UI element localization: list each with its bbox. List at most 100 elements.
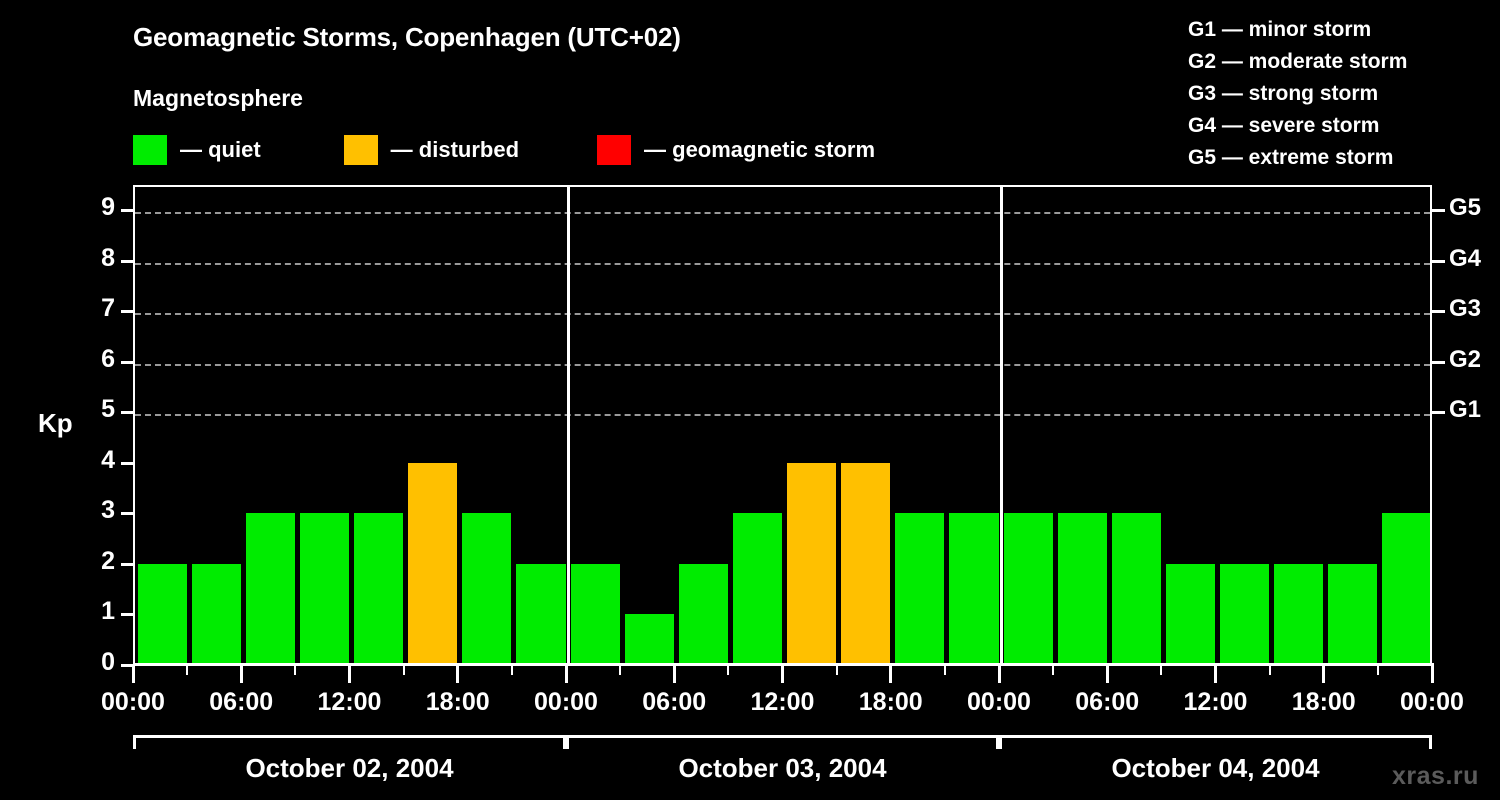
x-tick-minor-7: [510, 665, 513, 675]
g-tick-label-G3: G3: [1449, 295, 1482, 323]
x-tick-major-18: [1105, 665, 1109, 683]
bar: [624, 614, 674, 665]
y-tick-mark-3: [121, 512, 133, 516]
g-scale-legend: G1 — minor storm G2 — moderate storm G3 — …: [1169, 14, 1499, 174]
magnetosphere-legend: — quiet — disturbed — geomagnetic storm: [133, 133, 875, 167]
bar: [137, 563, 187, 665]
x-tick-label-10: 12:00: [1183, 688, 1248, 716]
day-label-3: October 04, 2004: [1111, 753, 1320, 783]
bar: [354, 513, 404, 665]
y-tick-mark-2: [121, 562, 133, 566]
legend-label-quiet: — quiet: [180, 137, 261, 162]
y-tick-mark-9: [121, 209, 133, 213]
gridline-kp-9: [135, 212, 1430, 215]
bar: [1111, 513, 1161, 665]
x-tick-minor-3: [294, 665, 297, 675]
x-tick-major-16: [997, 665, 1001, 683]
page-title: Geomagnetic Storms, Copenhagen (UTC+02): [133, 22, 681, 52]
bar: [895, 513, 945, 665]
x-tick-major-12: [781, 665, 784, 683]
y-tick-mark-0: [121, 664, 133, 667]
g-tick-mark-G1: [1432, 411, 1445, 415]
bar: [1328, 563, 1378, 665]
plot-inner: [135, 187, 1430, 665]
x-tick-minor-15: [943, 665, 946, 675]
bar: [1165, 563, 1215, 665]
bar: [408, 462, 458, 665]
g-legend-row-2: G2 — moderate storm: [1188, 50, 1408, 73]
y-tick-mark-5: [121, 411, 133, 415]
g-legend-row-1: G1 — minor storm: [1188, 18, 1372, 41]
legend-item-geomagnetic-storm: — geomagnetic storm: [597, 135, 875, 165]
x-tick-minor-19: [1160, 665, 1163, 675]
x-tick-label-11: 18:00: [1291, 688, 1356, 716]
g-tick-label-G2: G2: [1449, 345, 1482, 373]
bar: [570, 563, 620, 665]
bar: [516, 563, 566, 665]
y-tick-mark-4: [121, 461, 133, 465]
bar: [1382, 513, 1430, 665]
bar: [787, 462, 837, 665]
x-tick-minor-13: [835, 665, 838, 675]
x-tick-label-8: 00:00: [967, 688, 1031, 716]
x-tick-label-2: 12:00: [317, 688, 382, 716]
x-tick-label-3: 18:00: [425, 688, 490, 716]
legend-item-disturbed: — disturbed: [343, 135, 520, 165]
y-tick-label-4: 4: [101, 445, 115, 474]
y-tick-label-5: 5: [101, 395, 115, 424]
y-axis-title: Kp: [38, 408, 73, 438]
g-legend-row-3: G3 — strong storm: [1188, 82, 1379, 105]
bar: [732, 513, 782, 665]
day-bracket-2: [566, 735, 999, 749]
y-tick-label-3: 3: [101, 496, 115, 525]
bar: [245, 513, 295, 665]
x-tick-major-6: [456, 665, 460, 683]
x-tick-label-9: 06:00: [1075, 688, 1140, 716]
y-tick-label-2: 2: [101, 546, 115, 575]
y-tick-label-9: 9: [101, 193, 115, 222]
gridline-kp-5: [135, 414, 1430, 417]
g-tick-label-G1: G1: [1449, 396, 1482, 424]
legend-label-geomagnetic-storm: — geomagnetic storm: [644, 137, 876, 162]
x-tick-major-8: [564, 665, 568, 683]
x-tick-minor-21: [1268, 665, 1271, 675]
bar: [462, 513, 512, 665]
x-tick-major-2: [239, 665, 243, 683]
y-tick-mark-1: [121, 613, 133, 617]
x-tick-label-6: 12:00: [750, 688, 815, 716]
x-tick-label-7: 18:00: [858, 688, 923, 716]
x-tick-major-10: [672, 665, 676, 683]
x-tick-label-12: 00:00: [1400, 688, 1464, 716]
y-tick-mark-7: [121, 310, 133, 314]
x-tick-label-0: 00:00: [101, 688, 165, 716]
y-tick-label-0: 0: [101, 648, 115, 676]
bar: [1220, 563, 1270, 665]
day-separator-2: [999, 187, 1003, 665]
legend-item-quiet: — quiet: [133, 135, 261, 165]
x-tick-minor-5: [402, 665, 405, 675]
x-tick-minor-9: [619, 665, 622, 675]
x-tick-major-4: [348, 665, 351, 683]
legend-swatch-quiet: [133, 135, 167, 165]
x-tick-label-4: 00:00: [534, 688, 598, 716]
x-tick-label-1: 06:00: [209, 688, 274, 716]
bar: [299, 513, 349, 665]
legend-swatch-geomagnetic-storm: [597, 135, 632, 165]
gridline-kp-7: [135, 313, 1430, 316]
day-label-1: October 02, 2004: [245, 753, 454, 783]
gridline-kp-6: [135, 363, 1430, 366]
g-tick-mark-G3: [1432, 310, 1445, 314]
g-legend-row-4: G4 — severe storm: [1188, 114, 1380, 137]
gridline-kp-8: [135, 262, 1430, 265]
x-axis-baseline: [133, 663, 1434, 666]
y-tick-label-8: 8: [101, 243, 115, 272]
day-label-2: October 03, 2004: [678, 753, 887, 783]
y-tick-label-7: 7: [101, 294, 115, 323]
x-tick-major-22: [1322, 665, 1326, 683]
legend-label-disturbed: — disturbed: [390, 137, 520, 162]
bar: [191, 563, 241, 665]
g-tick-label-G4: G4: [1449, 244, 1482, 272]
x-tick-minor-23: [1376, 665, 1379, 675]
g-tick-mark-G5: [1432, 209, 1445, 213]
chart-subtitle: Magnetosphere: [133, 85, 303, 111]
